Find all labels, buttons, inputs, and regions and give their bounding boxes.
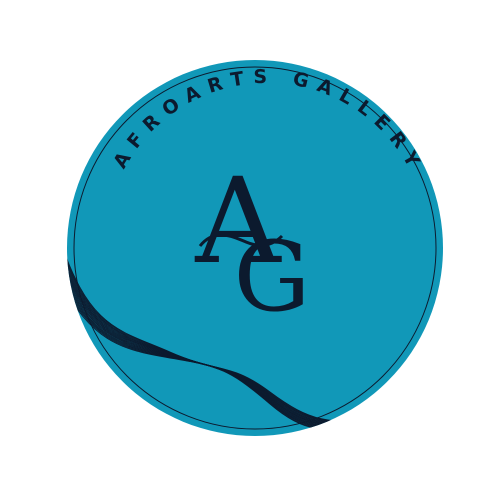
monogram-swash <box>198 233 284 247</box>
monogram: A G <box>194 152 310 333</box>
monogram-letter-g: G <box>234 221 311 333</box>
inner-ring <box>73 66 437 430</box>
monogram-letter-a: A <box>194 152 282 290</box>
logo-disc <box>67 60 443 436</box>
